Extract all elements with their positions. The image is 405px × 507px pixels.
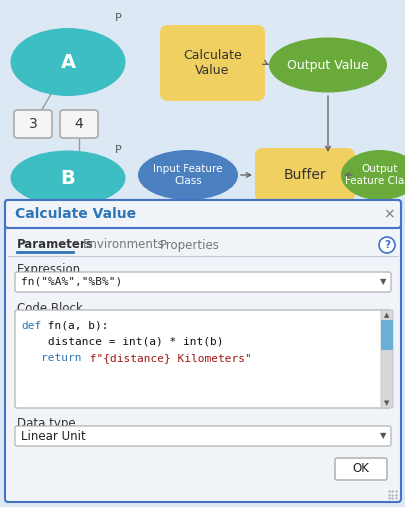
Text: Input Feature
Class: Input Feature Class xyxy=(153,164,222,186)
Text: Calculate
Value: Calculate Value xyxy=(183,49,241,77)
Text: return: return xyxy=(41,353,81,363)
Text: distance = int(a) * int(b): distance = int(a) * int(b) xyxy=(21,337,223,347)
Text: B: B xyxy=(60,168,75,188)
FancyBboxPatch shape xyxy=(15,272,390,292)
Text: Data type: Data type xyxy=(17,417,75,430)
Text: A: A xyxy=(60,53,75,71)
FancyBboxPatch shape xyxy=(14,110,52,138)
Text: ▼: ▼ xyxy=(379,277,385,286)
Text: ▲: ▲ xyxy=(384,312,389,318)
FancyBboxPatch shape xyxy=(15,426,390,446)
Ellipse shape xyxy=(11,151,125,205)
Text: 3: 3 xyxy=(29,117,37,131)
Text: f"{distance} Kilometers": f"{distance} Kilometers" xyxy=(83,353,251,363)
FancyBboxPatch shape xyxy=(5,200,400,228)
Circle shape xyxy=(378,237,394,253)
Text: ▼: ▼ xyxy=(384,400,389,406)
FancyBboxPatch shape xyxy=(380,310,392,408)
Text: P: P xyxy=(114,145,121,155)
Text: 4: 4 xyxy=(75,117,83,131)
FancyBboxPatch shape xyxy=(0,0,405,200)
Text: Code Block: Code Block xyxy=(17,302,83,314)
Ellipse shape xyxy=(138,150,237,200)
Text: ▼: ▼ xyxy=(379,431,385,441)
FancyBboxPatch shape xyxy=(254,148,354,202)
Ellipse shape xyxy=(269,38,386,92)
Text: Output
Feature Class: Output Feature Class xyxy=(344,164,405,186)
Text: Properties: Properties xyxy=(160,238,220,251)
Text: ×: × xyxy=(382,207,394,221)
Text: Expression: Expression xyxy=(17,264,81,276)
FancyBboxPatch shape xyxy=(15,310,390,408)
Text: Buffer: Buffer xyxy=(283,168,326,182)
Text: Calculate Value: Calculate Value xyxy=(15,207,136,221)
Text: fn("%A%","%B%"): fn("%A%","%B%") xyxy=(21,277,122,287)
Text: fn(a, b):: fn(a, b): xyxy=(41,321,108,331)
Text: P: P xyxy=(114,13,121,23)
Text: Environments: Environments xyxy=(83,238,164,251)
Text: Linear Unit: Linear Unit xyxy=(21,429,85,443)
Text: Output Value: Output Value xyxy=(286,58,368,71)
FancyBboxPatch shape xyxy=(160,25,264,101)
FancyBboxPatch shape xyxy=(5,200,400,502)
FancyBboxPatch shape xyxy=(380,320,392,350)
FancyBboxPatch shape xyxy=(60,110,98,138)
FancyBboxPatch shape xyxy=(334,458,386,480)
Text: OK: OK xyxy=(352,462,369,476)
Text: Parameters: Parameters xyxy=(17,238,94,251)
Text: def: def xyxy=(21,321,41,331)
Ellipse shape xyxy=(340,150,405,200)
Ellipse shape xyxy=(11,28,125,96)
Text: ?: ? xyxy=(383,240,389,250)
